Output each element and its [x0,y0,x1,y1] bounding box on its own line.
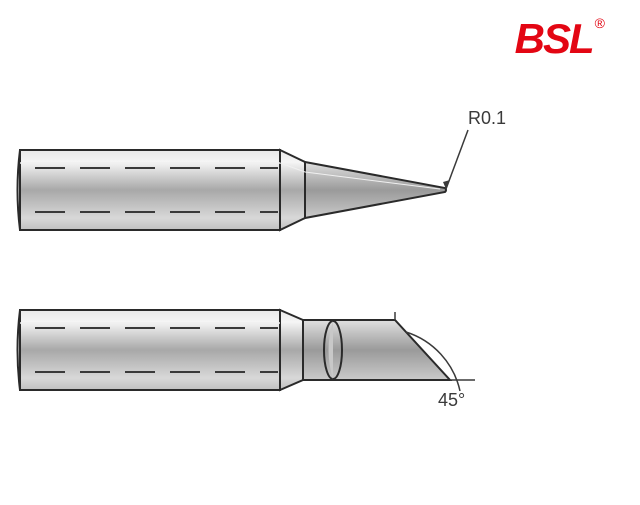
chisel-tip-drawing [18,310,476,391]
technical-diagram [0,0,640,500]
angle-annotation: 45° [438,390,465,411]
conical-tip-drawing [18,130,469,230]
radius-annotation: R0.1 [468,108,506,129]
